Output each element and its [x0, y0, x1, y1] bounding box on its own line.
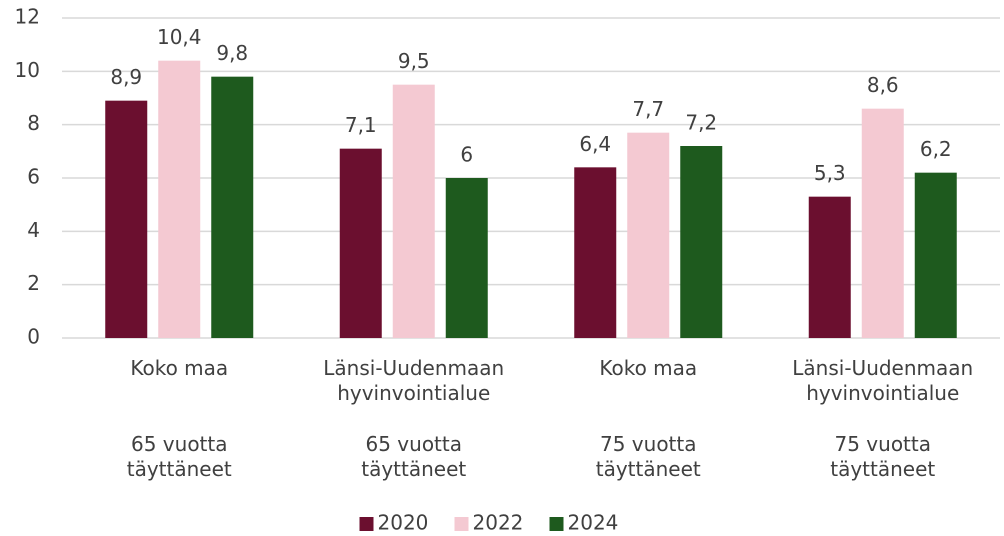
bar [211, 76, 254, 339]
y-tick-label: 2 [27, 271, 40, 295]
bar [808, 196, 851, 338]
legend-label: 2024 [568, 511, 619, 535]
y-tick-label: 8 [27, 111, 40, 135]
bar [680, 146, 723, 338]
data-label: 10,4 [157, 25, 202, 49]
bar [445, 178, 488, 338]
y-tick-label: 6 [27, 165, 40, 189]
y-tick-label: 0 [27, 325, 40, 349]
data-label: 6 [460, 143, 473, 167]
legend-swatch [454, 517, 469, 531]
bar [158, 60, 201, 339]
data-label: 7,7 [632, 97, 664, 121]
data-label: 5,3 [814, 161, 846, 185]
x-tick-label: Länsi-Uudenmaan hyvinvointialue [323, 356, 505, 405]
data-label: 8,9 [110, 65, 142, 89]
bar [574, 167, 617, 338]
x-group-label: 65 vuotta täyttäneet [361, 432, 467, 481]
data-label: 6,2 [920, 137, 952, 161]
data-label: 9,5 [398, 49, 430, 73]
y-tick-label: 12 [15, 5, 40, 29]
data-label: 7,2 [685, 111, 717, 135]
data-label: 9,8 [216, 41, 248, 65]
x-group-label: 75 vuotta täyttäneet [595, 432, 701, 481]
bar [105, 100, 148, 339]
x-tick-label: Koko maa [130, 356, 229, 380]
data-label: 7,1 [345, 113, 377, 137]
legend-swatch [359, 517, 374, 531]
data-label: 6,4 [579, 132, 611, 156]
bar [339, 148, 382, 338]
legend-label: 2022 [473, 511, 524, 535]
x-group-label: 75 vuotta täyttäneet [830, 432, 936, 481]
data-label: 8,6 [867, 73, 899, 97]
bar [861, 108, 904, 339]
y-tick-label: 10 [15, 58, 40, 82]
legend-swatch [549, 517, 564, 531]
x-tick-label: Länsi-Uudenmaan hyvinvointialue [792, 356, 974, 405]
bar [627, 132, 670, 338]
bar [392, 84, 435, 339]
x-tick-label: Koko maa [599, 356, 698, 380]
y-tick-label: 4 [27, 218, 40, 242]
bar [914, 172, 957, 338]
x-group-label: 65 vuotta täyttäneet [126, 432, 232, 481]
legend-label: 2020 [378, 511, 429, 535]
